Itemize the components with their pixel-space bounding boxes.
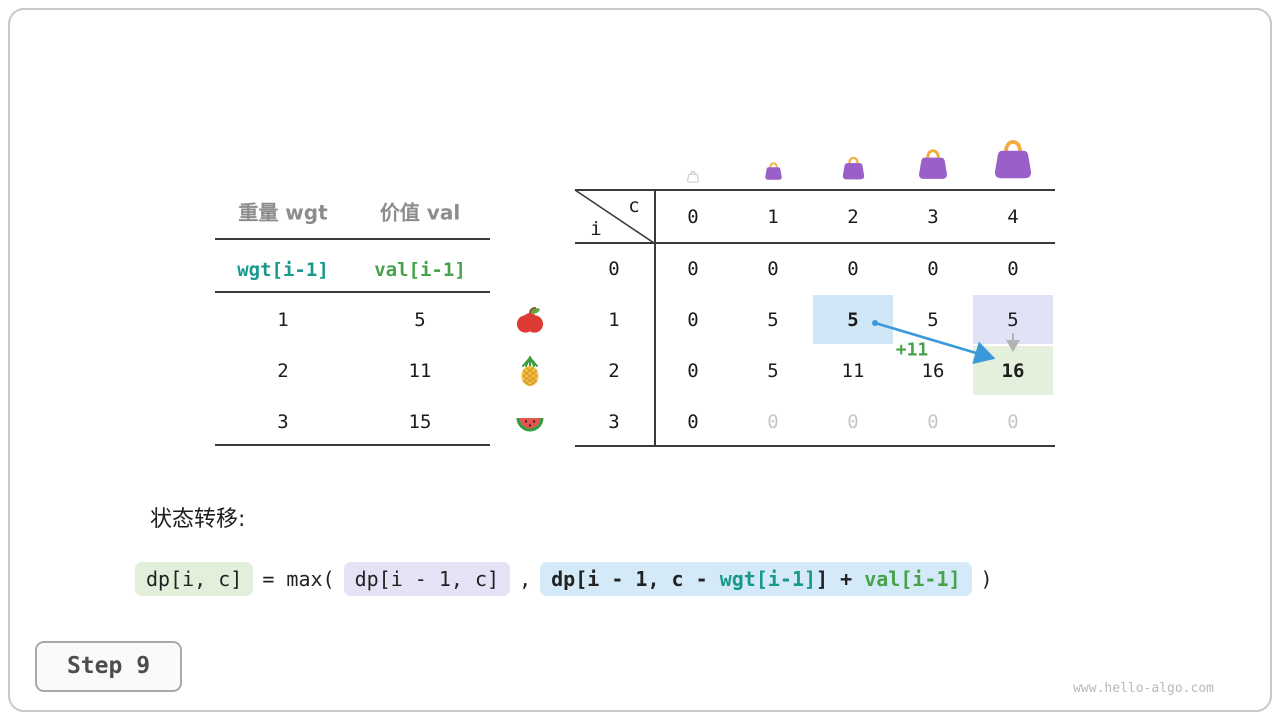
dp-corner-row-var: i (590, 218, 602, 240)
watermark: www.hello-algo.com (1073, 681, 1214, 696)
bag-icon-capacity-2 (840, 155, 867, 185)
bag-icon-capacity-4 (990, 137, 1036, 185)
step-badge: Step 9 (35, 641, 182, 692)
formula-lhs: dp[i, c] (135, 562, 254, 596)
items-table-rule-mid (215, 291, 490, 293)
items-table-rule-top (215, 238, 490, 240)
dp-row-label-1: 1 (608, 309, 620, 331)
formula-close: ) (980, 567, 993, 591)
formula-take-mid: ] + (816, 567, 865, 591)
dp-cell-r2c3: 16 (921, 360, 945, 382)
dp-col-header-1: 1 (767, 206, 779, 228)
formula-comma: , (519, 567, 532, 591)
dp-col-header-0: 0 (687, 206, 699, 228)
dp-cell-r3c0: 0 (687, 411, 699, 433)
dp-col-header-4: 4 (1007, 206, 1019, 228)
dp-table-rule-header (575, 242, 1055, 244)
formula-option-take: dp[i - 1, c - wgt[i-1]] + val[i-1] (540, 562, 972, 596)
dp-cell-r2c2: 11 (841, 360, 865, 382)
dp-row-label-0: 0 (608, 258, 620, 280)
bag-icon-capacity-3 (915, 147, 951, 185)
dp-row-label-2: 2 (608, 360, 620, 382)
items-col-header-weight: 重量 wgt (238, 200, 328, 225)
item-1-value: 5 (414, 309, 426, 331)
items-var-val: val[i-1] (374, 259, 466, 281)
item-1-weight: 1 (277, 309, 289, 331)
item-3-value: 15 (408, 411, 432, 433)
dp-cell-r3c3: 0 (927, 411, 939, 433)
formula-take-val: val[i-1] (864, 567, 961, 591)
formula-take-wgt: wgt[i-1] (719, 567, 817, 591)
dp-cell-r1c3: 5 (927, 309, 939, 331)
dp-cell-r0c0: 0 (687, 258, 699, 280)
dp-cell-r1c0: 0 (687, 309, 699, 331)
apple-icon (514, 305, 546, 341)
dp-cell-r1c1: 5 (767, 309, 779, 331)
dp-table-rule-vertical (654, 189, 656, 447)
watermelon-icon (514, 407, 546, 443)
dp-cell-r3c2: 0 (847, 411, 859, 433)
item-2-weight: 2 (277, 360, 289, 382)
formula-eq-max: = max( (262, 567, 335, 591)
dp-cell-r0c1: 0 (767, 258, 779, 280)
dp-cell-r1c2: 5 (847, 309, 859, 331)
items-table-rule-bottom (215, 444, 490, 446)
dp-cell-r2c0: 0 (687, 360, 699, 382)
item-3-weight: 3 (277, 411, 289, 433)
dp-table-rule-bottom (575, 445, 1055, 447)
bag-icon-capacity-1 (763, 161, 784, 185)
frame-border (8, 8, 1272, 712)
bag-icon-capacity-0 (686, 168, 700, 187)
dp-table-rule-top (575, 189, 1055, 191)
state-transition-formula: dp[i, c] = max( dp[i - 1, c] , dp[i - 1,… (135, 562, 993, 596)
state-transition-title: 状态转移: (150, 507, 246, 532)
item-2-value: 11 (408, 360, 432, 382)
dp-cell-r2c4: 16 (1001, 360, 1025, 382)
items-var-wgt: wgt[i-1] (237, 259, 329, 281)
dp-cell-r2c1: 5 (767, 360, 779, 382)
dp-cell-r3c4: 0 (1007, 411, 1019, 433)
dp-cell-r0c2: 0 (847, 258, 859, 280)
dp-corner-col-var: c (628, 195, 640, 217)
dp-cell-r3c1: 0 (767, 411, 779, 433)
dp-col-header-2: 2 (847, 206, 859, 228)
arrow-value-label: +11 (895, 339, 929, 361)
pineapple-icon (514, 355, 546, 391)
dp-row-label-3: 3 (608, 411, 620, 433)
dp-col-header-3: 3 (927, 206, 939, 228)
formula-option-keep: dp[i - 1, c] (343, 562, 511, 596)
formula-take-prefix: dp[i - 1, c - (551, 567, 720, 591)
dp-cell-r0c4: 0 (1007, 258, 1019, 280)
dp-cell-r0c3: 0 (927, 258, 939, 280)
items-col-header-value: 价值 val (379, 200, 461, 225)
dp-cell-r1c4: 5 (1007, 309, 1019, 331)
